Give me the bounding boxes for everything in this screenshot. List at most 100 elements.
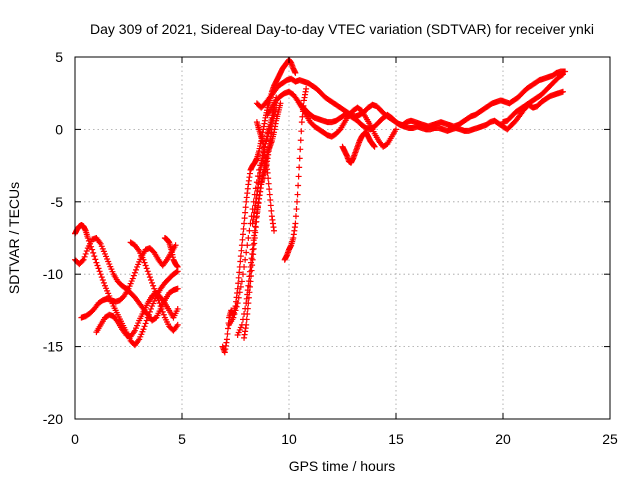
data-point xyxy=(242,256,249,263)
plot-frame xyxy=(74,56,611,420)
data-point xyxy=(559,88,566,95)
x-tick-label: 5 xyxy=(178,431,186,447)
data-point xyxy=(265,175,272,182)
data-point xyxy=(559,71,566,78)
data-point xyxy=(250,251,257,258)
data-point xyxy=(172,242,179,249)
data-point xyxy=(243,316,250,323)
data-point xyxy=(140,256,147,263)
data-point xyxy=(249,262,256,269)
data-point xyxy=(393,126,399,133)
data-point xyxy=(238,247,245,254)
y-tick-label: -10 xyxy=(43,266,63,282)
data-point xyxy=(249,256,256,263)
data-point xyxy=(246,227,253,234)
data-point xyxy=(246,289,253,296)
data-point xyxy=(294,198,301,205)
data-point xyxy=(237,253,244,260)
data-point xyxy=(236,269,243,276)
data-point xyxy=(159,308,166,315)
data-point xyxy=(99,276,106,283)
data-point xyxy=(271,227,278,234)
y-tick-label: -5 xyxy=(51,194,64,210)
data-point xyxy=(130,272,137,279)
data-point xyxy=(246,283,253,290)
data-point xyxy=(245,300,252,307)
data-point xyxy=(84,235,91,241)
data-point xyxy=(151,285,158,292)
data-point xyxy=(152,288,159,295)
data-point xyxy=(237,258,244,265)
data-points xyxy=(72,56,569,356)
data-point xyxy=(234,300,241,307)
data-point xyxy=(295,173,302,180)
data-point xyxy=(242,209,249,216)
data-point xyxy=(235,274,242,281)
data-point xyxy=(298,128,305,135)
data-point xyxy=(91,253,98,260)
data-point xyxy=(241,220,248,227)
data-point xyxy=(225,325,232,332)
x-tick-label: 20 xyxy=(495,431,511,447)
data-point xyxy=(297,137,304,144)
x-tick-label: 0 xyxy=(71,431,79,447)
data-point xyxy=(141,323,148,330)
data-point xyxy=(80,256,87,263)
chart-title: Day 309 of 2021, Sidereal Day-to-day VTE… xyxy=(90,21,594,37)
data-point xyxy=(296,164,303,171)
data-point xyxy=(235,294,242,301)
x-tick-label: 15 xyxy=(388,431,404,447)
data-point xyxy=(98,274,105,281)
data-point xyxy=(296,155,303,162)
data-point xyxy=(158,305,165,312)
grid-lines xyxy=(75,57,610,419)
data-point xyxy=(268,207,275,214)
data-point xyxy=(79,257,86,264)
data-point xyxy=(244,305,251,312)
data-point xyxy=(233,303,240,310)
data-point xyxy=(292,213,299,220)
y-tick-label: 0 xyxy=(55,121,63,137)
data-point xyxy=(83,248,90,255)
y-axis-label: SDTVAR / TECUs xyxy=(6,182,22,294)
data-point xyxy=(141,259,148,266)
data-point xyxy=(92,256,99,263)
data-point xyxy=(266,186,273,193)
data-point xyxy=(267,196,274,203)
data-point xyxy=(235,280,242,287)
data-point xyxy=(96,268,103,275)
data-point xyxy=(238,278,245,285)
data-point xyxy=(143,265,150,272)
data-point xyxy=(277,100,284,107)
data-point xyxy=(147,276,154,283)
data-point xyxy=(297,146,304,153)
data-point xyxy=(244,311,251,318)
data-point xyxy=(251,240,258,247)
data-point xyxy=(93,259,100,266)
data-point xyxy=(153,291,160,298)
data-point xyxy=(303,85,310,92)
data-point xyxy=(244,242,251,249)
data-point xyxy=(243,249,250,256)
data-point xyxy=(174,305,181,312)
data-point xyxy=(234,285,241,292)
data-point xyxy=(239,231,246,238)
data-point xyxy=(242,204,249,211)
data-point xyxy=(292,69,299,76)
data-point xyxy=(253,218,260,225)
data-point xyxy=(241,263,248,270)
data-point xyxy=(371,143,378,150)
data-point xyxy=(155,297,162,304)
data-point xyxy=(267,202,274,209)
data-point xyxy=(250,245,257,252)
data-point xyxy=(145,271,152,278)
data-point xyxy=(140,326,147,333)
data-point xyxy=(143,317,150,324)
data-point xyxy=(231,311,238,318)
data-point xyxy=(224,330,231,337)
x-tick-labels: 0 5 10 15 20 25 xyxy=(71,431,618,447)
data-point xyxy=(239,271,246,278)
data-point xyxy=(265,180,272,187)
data-point xyxy=(239,236,246,243)
